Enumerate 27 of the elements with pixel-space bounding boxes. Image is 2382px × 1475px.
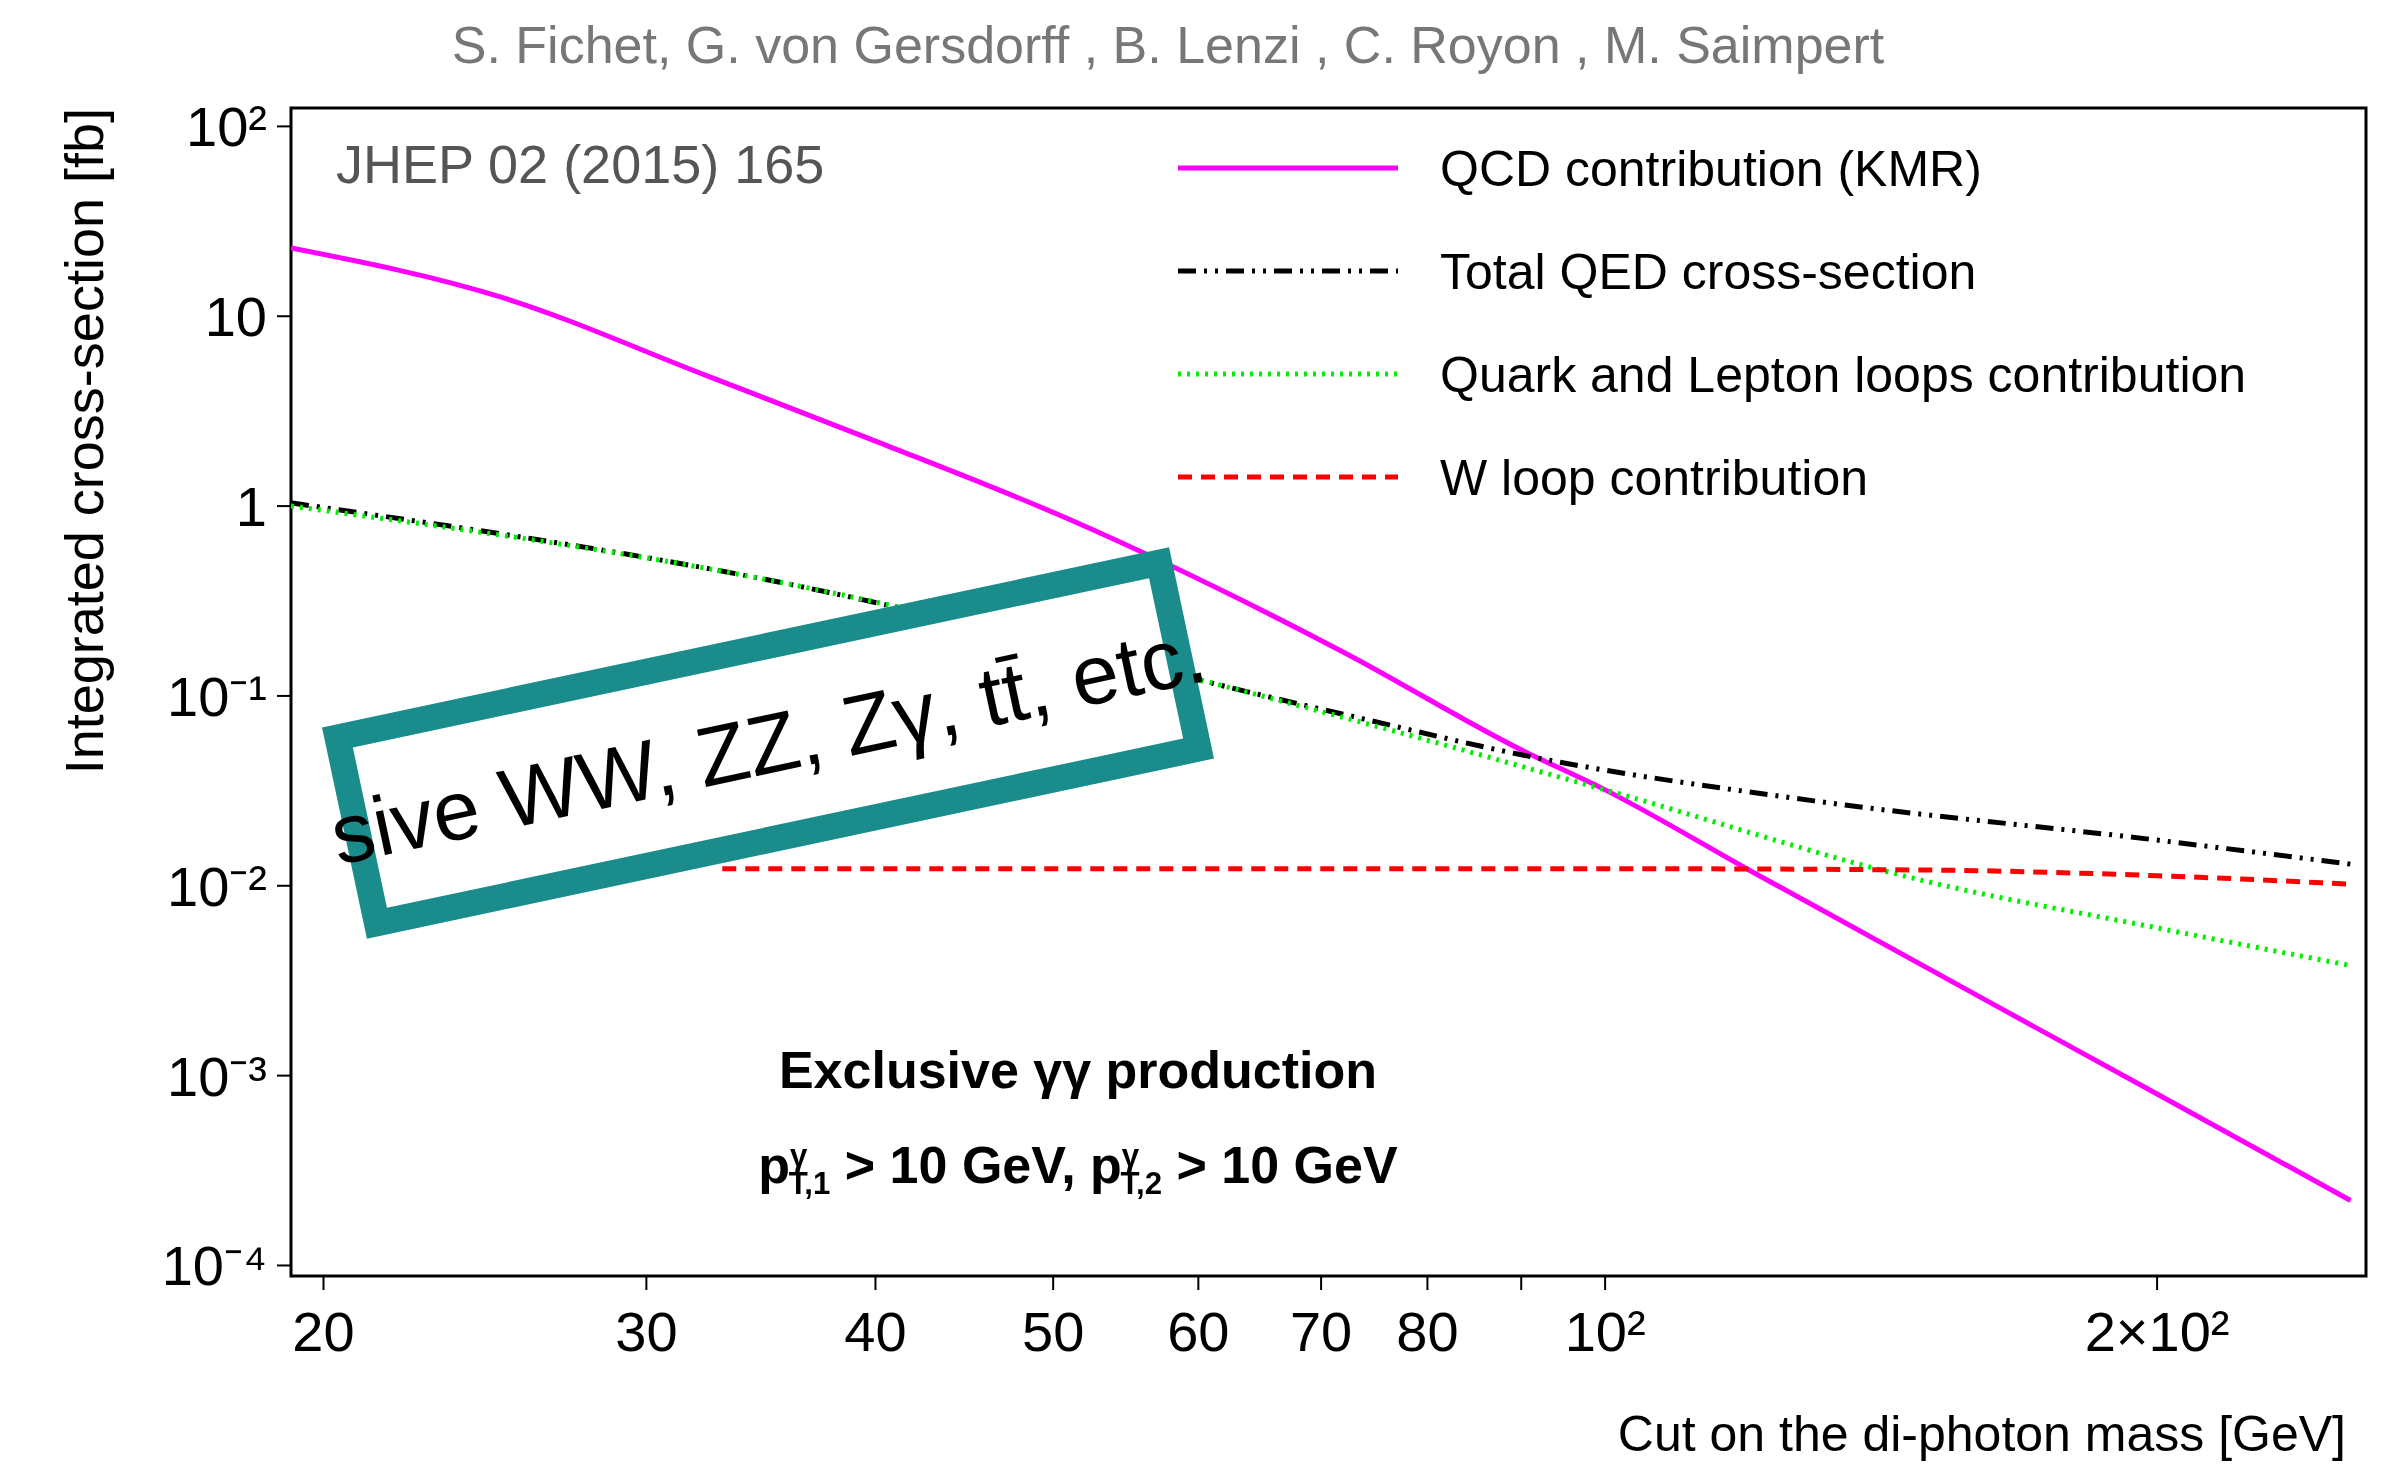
y-tick-label: 10⁻³ <box>167 1044 267 1108</box>
y-tick-label: 10² <box>186 95 267 159</box>
y-axis-title: Integrated cross-section [fb] <box>54 108 114 775</box>
x-tick-label: 2×10² <box>2084 1300 2230 1363</box>
x-tick-label: 30 <box>615 1300 678 1363</box>
x-tick-label: 20 <box>292 1300 355 1363</box>
x-tick-label: 50 <box>1022 1300 1085 1363</box>
chart-title: S. Fichet, G. von Gersdorff , B. Lenzi , C. Royon , M. Saimpert <box>451 16 1885 74</box>
y-tick-label: 10 <box>204 285 267 349</box>
x-tick-label: 60 <box>1167 1300 1230 1363</box>
x-tick-label: 80 <box>1396 1300 1459 1363</box>
legend-label: W loop contribution <box>1440 450 1869 506</box>
x-tick-label: 10² <box>1564 1300 1646 1363</box>
annotation: p$^{γ}$$_{T,1}$ > 10 GeV, p$^{γ}$$_{T,2}$ > 10 GeV <box>758 1136 1398 1201</box>
annotation: sive WW, ZZ, Zγ, tt̄, etc. <box>322 605 1214 883</box>
annotation: JHEP 02 (2015) 165 <box>336 134 825 194</box>
legend-label: QCD contribution (KMR) <box>1440 141 1982 197</box>
x-axis-title: Cut on the di-photon mass [GeV] <box>1617 1406 2346 1462</box>
x-tick-label: 70 <box>1289 1300 1353 1363</box>
y-tick-label: 10⁻¹ <box>167 664 267 728</box>
y-tick-label: 10⁻² <box>167 854 267 918</box>
x-tick-label: 40 <box>844 1300 907 1363</box>
legend-label: Quark and Lepton loops contribution <box>1440 347 2247 403</box>
legend-label: Total QED cross-section <box>1440 244 1977 300</box>
y-tick-label: 1 <box>235 475 267 539</box>
y-tick-label: 10⁻⁴ <box>161 1234 267 1298</box>
annotation: Exclusive γγ production <box>778 1041 1378 1099</box>
